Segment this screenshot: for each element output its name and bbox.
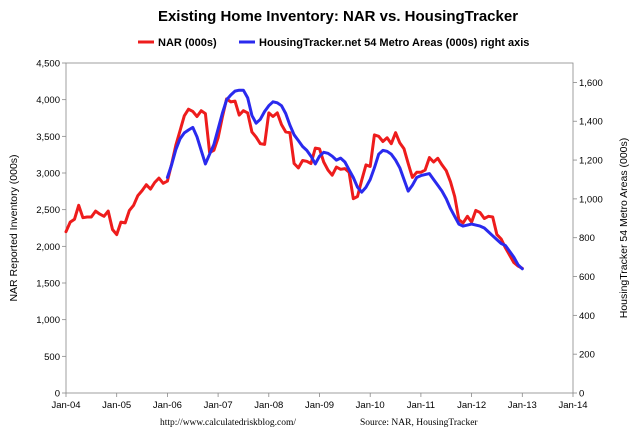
left-tick-label: 3,000 bbox=[36, 169, 60, 180]
right-tick-label: 0 bbox=[579, 389, 584, 400]
right-tick-label: 1,200 bbox=[579, 156, 603, 167]
legend-label-ht: HousingTracker.net 54 Metro Areas (000s)… bbox=[259, 37, 529, 49]
x-tick-label: Jan-10 bbox=[356, 400, 385, 411]
left-axis-ticks: 0 500 1,000 1,500 2,000 2,500 3,000 3,500 4,000 4… bbox=[36, 59, 66, 400]
left-tick-label: 2,000 bbox=[36, 242, 60, 253]
left-tick-label: 1,000 bbox=[36, 315, 60, 326]
x-tick-label: Jan-14 bbox=[558, 400, 587, 411]
left-tick-label: 3,500 bbox=[36, 132, 60, 143]
left-tick-label: 4,500 bbox=[36, 59, 60, 70]
x-axis-ticks: Jan-04 Jan-05 Jan-06 Jan-07 Jan-08 Jan-09 Jan-… bbox=[51, 393, 588, 411]
left-tick-label: 1,500 bbox=[36, 279, 60, 290]
right-axis-label: HousingTracker 54 Metro Areas (000s) bbox=[618, 138, 630, 319]
x-tick-label: Jan-06 bbox=[153, 400, 182, 411]
footer-url: http://www.calculatedriskblog.com/ bbox=[160, 418, 296, 428]
series-layer bbox=[64, 88, 524, 271]
left-axis-label: NAR Reported Inventory (000s) bbox=[8, 154, 20, 301]
x-tick-label: Jan-04 bbox=[51, 400, 80, 411]
series-line-nar bbox=[64, 97, 524, 270]
x-tick-label: Jan-13 bbox=[508, 400, 537, 411]
right-tick-label: 1,000 bbox=[579, 194, 603, 205]
legend: NAR (000s) HousingTracker.net 54 Metro A… bbox=[138, 37, 529, 49]
x-tick-label: Jan-08 bbox=[254, 400, 283, 411]
x-tick-label: Jan-11 bbox=[407, 400, 435, 411]
right-tick-label: 400 bbox=[579, 311, 595, 322]
right-tick-label: 800 bbox=[579, 233, 595, 244]
right-axis-ticks: 0 200 400 600 800 1,000 1,200 1,400 1,600 bbox=[573, 78, 603, 400]
left-tick-label: 0 bbox=[55, 389, 60, 400]
chart-title: Existing Home Inventory: NAR vs. Housing… bbox=[158, 8, 518, 25]
left-tick-label: 4,000 bbox=[36, 95, 60, 106]
x-tick-label: Jan-12 bbox=[457, 400, 486, 411]
left-tick-label: 500 bbox=[44, 352, 60, 363]
series-line-housingtracker bbox=[165, 88, 524, 271]
left-tick-label: 2,500 bbox=[36, 205, 60, 216]
right-tick-label: 1,600 bbox=[579, 78, 603, 89]
x-tick-label: Jan-09 bbox=[305, 400, 334, 411]
footer-source: Source: NAR, HousingTracker bbox=[360, 418, 478, 428]
right-tick-label: 600 bbox=[579, 272, 595, 283]
right-tick-label: 1,400 bbox=[579, 117, 603, 128]
legend-label-nar: NAR (000s) bbox=[158, 37, 217, 49]
right-tick-label: 200 bbox=[579, 350, 595, 361]
x-tick-label: Jan-07 bbox=[204, 400, 233, 411]
x-tick-label: Jan-05 bbox=[102, 400, 131, 411]
